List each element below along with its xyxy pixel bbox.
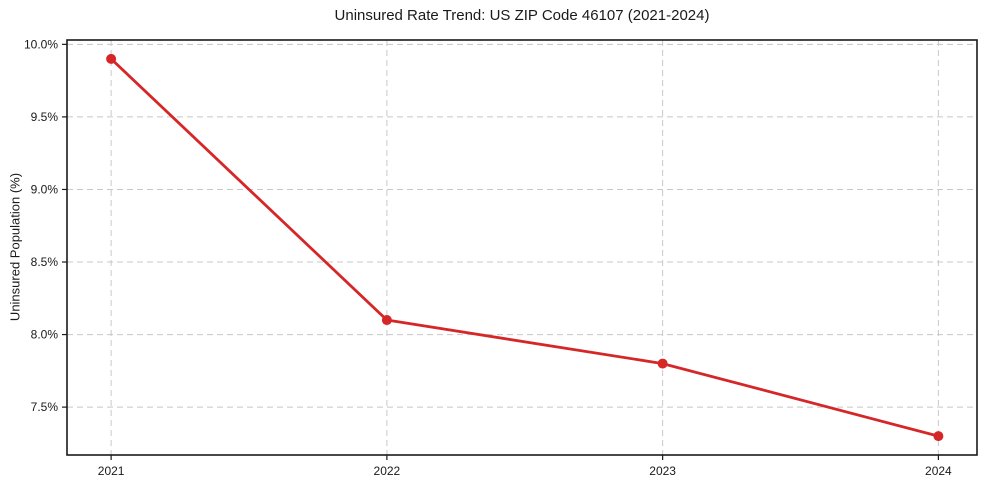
y-tick-label: 10.0%: [24, 37, 58, 51]
x-tick-label: 2021: [98, 464, 125, 478]
plot-border: [66, 39, 978, 456]
data-point-2023: [657, 358, 668, 369]
data-point-2024: [933, 431, 944, 442]
y-tick-label: 8.5%: [31, 255, 59, 269]
x-tick-label: 2023: [649, 464, 676, 478]
data-point-2022: [381, 315, 392, 326]
y-tick-label: 7.5%: [31, 400, 59, 414]
y-tick-label: 8.0%: [31, 328, 59, 342]
y-tick-label: 9.5%: [31, 110, 59, 124]
y-tick-label: 9.0%: [31, 182, 59, 196]
trend-line: [109, 57, 940, 438]
data-point-2021: [106, 53, 117, 64]
chart-title: Uninsured Rate Trend: US ZIP Code 46107 …: [334, 7, 710, 24]
x-tick-label: 2024: [925, 464, 952, 478]
x-tick-label: 2022: [374, 464, 401, 478]
